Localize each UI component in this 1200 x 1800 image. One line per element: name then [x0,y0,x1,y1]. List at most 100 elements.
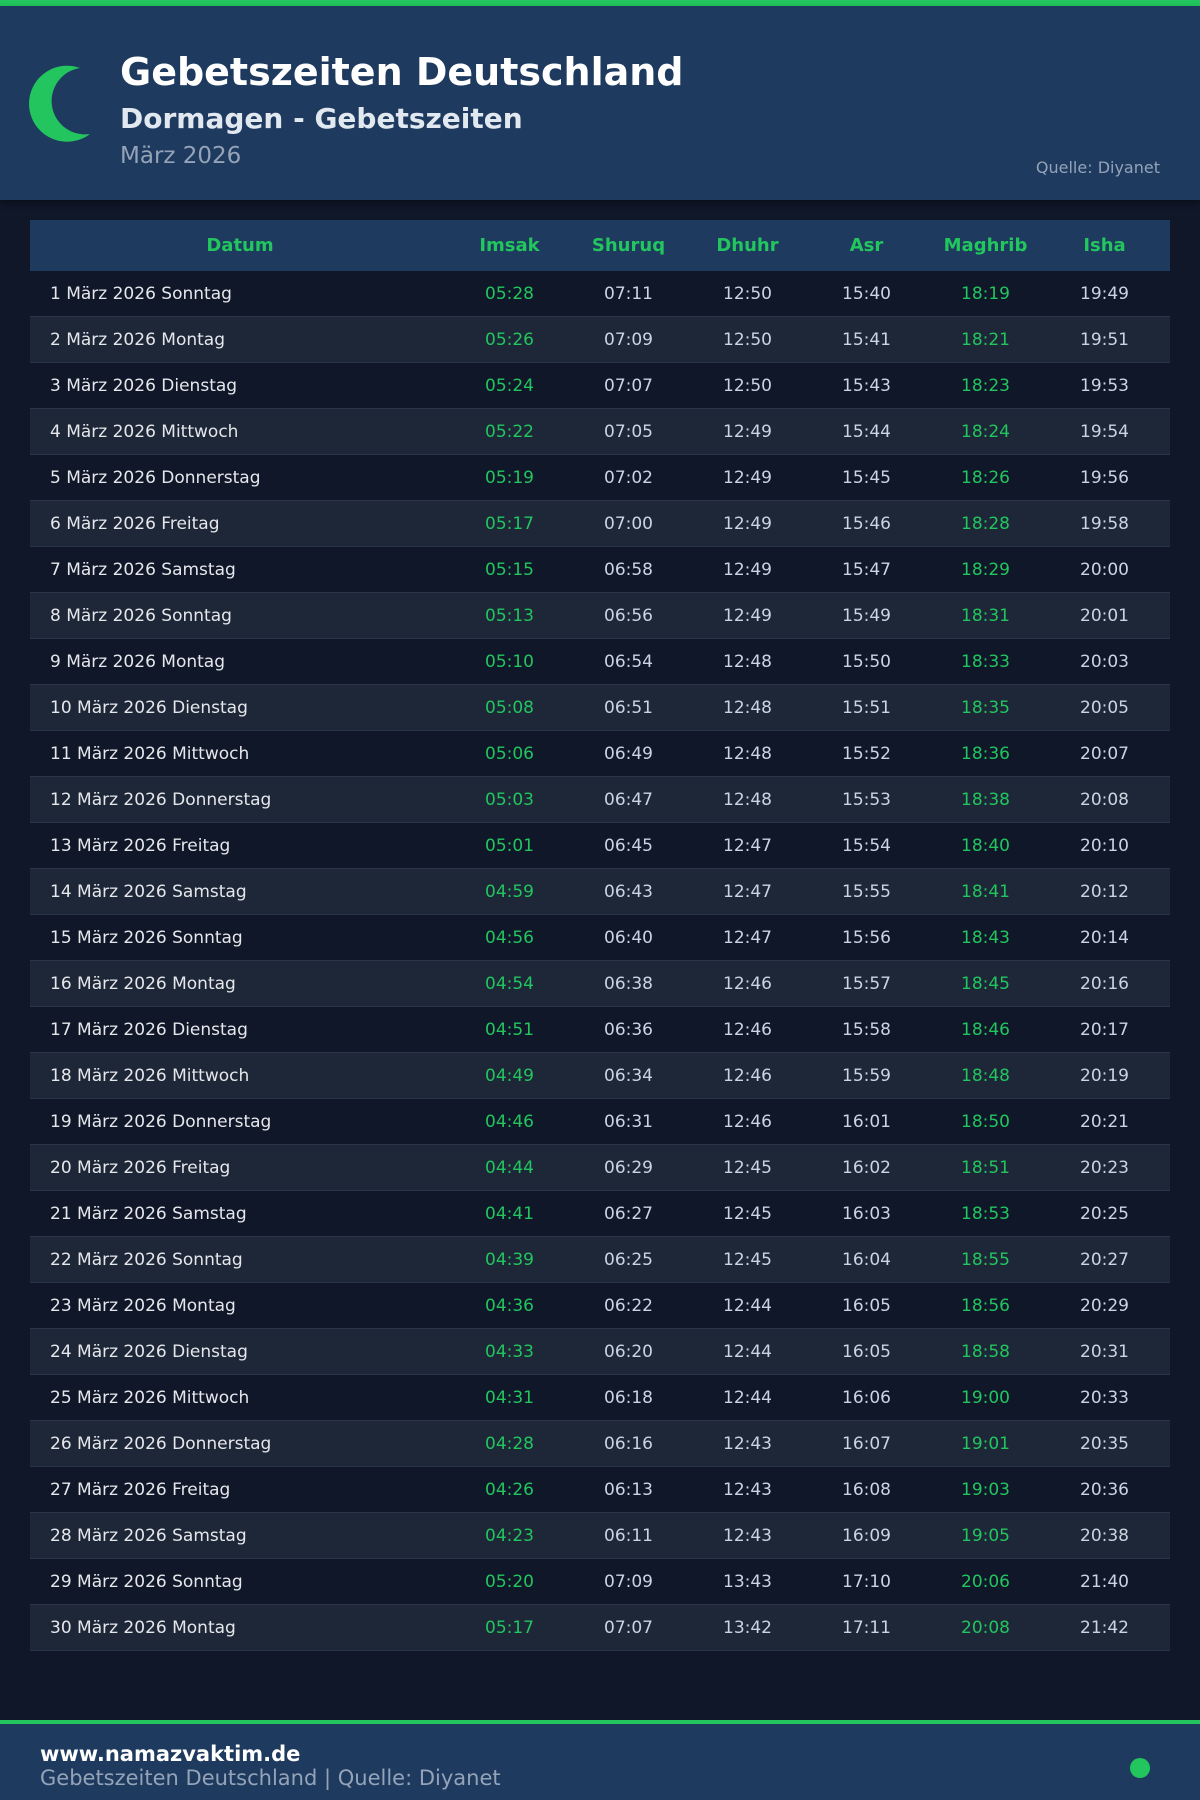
time-cell-asr: 15:58 [842,1019,891,1040]
time-cell-shuruq: 06:16 [604,1433,653,1454]
time-cell-shuruq: 06:36 [604,1019,653,1040]
time-cell-asr: 15:53 [842,789,891,810]
date-cell: 10 März 2026 Dienstag [50,697,248,718]
column-header-asr: Asr [849,235,884,256]
time-cell-dhuhr: 12:49 [723,467,772,488]
time-cell-imsak: 05:13 [485,605,534,626]
time-cell-shuruq: 06:34 [604,1065,653,1086]
date-cell: 13 März 2026 Freitag [50,835,231,856]
time-cell-isha: 20:01 [1080,605,1129,626]
table-row: 13 März 2026 Freitag 05:01 06:45 12:47 15:54… [30,823,1170,869]
time-cell-isha: 19:51 [1080,329,1129,350]
time-cell-shuruq: 06:45 [604,835,653,856]
date-cell: 22 März 2026 Sonntag [50,1249,243,1270]
time-cell-imsak: 05:24 [485,375,534,396]
time-cell-dhuhr: 12:44 [723,1341,772,1362]
time-cell-shuruq: 07:07 [604,375,653,396]
time-cell-shuruq: 07:00 [604,513,653,534]
date-cell: 14 März 2026 Samstag [50,881,247,902]
time-cell-asr: 16:05 [842,1295,891,1316]
time-cell-asr: 15:52 [842,743,891,764]
time-cell-isha: 20:35 [1080,1433,1129,1454]
table-row: 19 März 2026 Donnerstag 04:46 06:31 12:46 16… [30,1099,1170,1145]
time-cell-asr: 15:50 [842,651,891,672]
date-cell: 7 März 2026 Samstag [50,559,236,580]
date-cell: 16 März 2026 Montag [50,973,236,994]
time-cell-isha: 21:42 [1080,1617,1129,1638]
time-cell-asr: 16:08 [842,1479,891,1500]
table-row: 28 März 2026 Samstag 04:23 06:11 12:43 16:09… [30,1513,1170,1559]
date-cell: 3 März 2026 Dienstag [50,375,238,396]
column-header-datum: Datum [206,235,274,256]
table-row: 23 März 2026 Montag 04:36 06:22 12:44 16:05 1… [30,1283,1170,1329]
time-cell-maghrib: 18:40 [961,835,1010,856]
time-cell-dhuhr: 12:45 [723,1249,772,1270]
time-cell-isha: 20:31 [1080,1341,1129,1362]
time-cell-imsak: 05:26 [485,329,534,350]
time-cell-shuruq: 06:31 [604,1111,653,1132]
time-cell-dhuhr: 12:47 [723,881,772,902]
time-cell-dhuhr: 12:50 [723,375,772,396]
time-cell-dhuhr: 12:48 [723,743,772,764]
time-cell-shuruq: 06:54 [604,651,653,672]
time-cell-dhuhr: 12:48 [723,651,772,672]
time-cell-asr: 15:55 [842,881,891,902]
date-cell: 21 März 2026 Samstag [50,1203,247,1224]
column-header-shuruq: Shuruq [591,235,666,256]
time-cell-asr: 17:10 [842,1571,891,1592]
time-cell-shuruq: 06:56 [604,605,653,626]
time-cell-imsak: 04:33 [485,1341,534,1362]
date-cell: 18 März 2026 Mittwoch [50,1065,250,1086]
date-cell: 6 März 2026 Freitag [50,513,220,534]
time-cell-isha: 20:33 [1080,1387,1129,1408]
time-cell-shuruq: 06:58 [604,559,653,580]
time-cell-dhuhr: 12:45 [723,1157,772,1178]
table-row: 22 März 2026 Sonntag 04:39 06:25 12:45 16:04… [30,1237,1170,1283]
time-cell-asr: 15:49 [842,605,891,626]
time-cell-isha: 20:07 [1080,743,1129,764]
time-cell-shuruq: 07:02 [604,467,653,488]
time-cell-shuruq: 06:27 [604,1203,653,1224]
time-cell-dhuhr: 12:46 [723,1065,772,1086]
time-cell-imsak: 04:51 [485,1019,534,1040]
time-cell-dhuhr: 12:47 [723,927,772,948]
footer-site-link[interactable]: www.namazvaktim.de [40,1742,301,1766]
time-cell-dhuhr: 12:49 [723,513,772,534]
table-row: 18 März 2026 Mittwoch 04:49 06:34 12:46 15:5… [30,1053,1170,1099]
time-cell-asr: 16:03 [842,1203,891,1224]
time-cell-maghrib: 18:21 [961,329,1010,350]
time-cell-isha: 20:10 [1080,835,1129,856]
date-cell: 1 März 2026 Sonntag [50,283,232,304]
table-row: 9 März 2026 Montag 05:10 06:54 12:48 15:50 18… [30,639,1170,685]
time-cell-imsak: 04:26 [485,1479,534,1500]
time-cell-asr: 15:59 [842,1065,891,1086]
time-cell-imsak: 04:39 [485,1249,534,1270]
time-cell-dhuhr: 12:44 [723,1295,772,1316]
time-cell-maghrib: 18:41 [961,881,1010,902]
time-cell-isha: 20:27 [1080,1249,1129,1270]
table-row: 12 März 2026 Donnerstag 05:03 06:47 12:48 15… [30,777,1170,823]
date-cell: 28 März 2026 Samstag [50,1525,247,1546]
time-cell-dhuhr: 12:49 [723,421,772,442]
time-cell-isha: 20:05 [1080,697,1129,718]
time-cell-imsak: 05:28 [485,283,534,304]
time-cell-dhuhr: 12:43 [723,1433,772,1454]
time-cell-maghrib: 18:29 [961,559,1010,580]
time-cell-shuruq: 07:09 [604,329,653,350]
time-cell-shuruq: 06:13 [604,1479,653,1500]
table-row: 5 März 2026 Donnerstag 05:19 07:02 12:49 15:… [30,455,1170,501]
table-row: 25 März 2026 Mittwoch 04:31 06:18 12:44 16:0… [30,1375,1170,1421]
time-cell-imsak: 04:31 [485,1387,534,1408]
time-cell-shuruq: 06:18 [604,1387,653,1408]
time-cell-maghrib: 18:31 [961,605,1010,626]
time-cell-imsak: 05:22 [485,421,534,442]
time-cell-imsak: 05:19 [485,467,534,488]
time-cell-isha: 20:25 [1080,1203,1129,1224]
time-cell-shuruq: 06:29 [604,1157,653,1178]
time-cell-shuruq: 07:07 [604,1617,653,1638]
time-cell-maghrib: 18:28 [961,513,1010,534]
table-row: 6 März 2026 Freitag 05:17 07:00 12:49 15:46 1… [30,501,1170,547]
table-row: 10 März 2026 Dienstag 05:08 06:51 12:48 15:5… [30,685,1170,731]
time-cell-imsak: 04:28 [485,1433,534,1454]
time-cell-imsak: 04:23 [485,1525,534,1546]
